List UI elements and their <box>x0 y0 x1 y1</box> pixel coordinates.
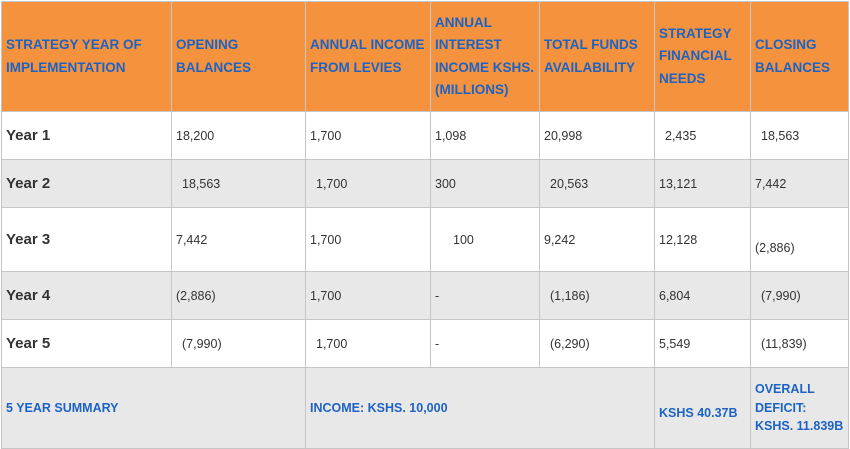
opening-balance-cell: (2,886) <box>171 271 306 320</box>
table-row: Year 1 18,200 1,700 1,098 20,998 2,435 1… <box>1 111 849 160</box>
table-row: Year 2 18,563 1,700 300 20,563 13,121 7,… <box>1 159 849 208</box>
table-row: Year 3 7,442 1,700 100 9,242 12,128 (2,8… <box>1 207 849 272</box>
summary-financial-needs: KSHS 40.37B <box>654 367 751 449</box>
header-annual-interest-income: ANNUAL INTEREST INCOME KSHS. (MILLIONS) <box>430 1 540 112</box>
table-row: Year 5 (7,990) 1,700 - (6,290) 5,549 (11… <box>1 319 849 368</box>
summary-overall-deficit: OVERALL DEFICIT: KSHS. 11.839B <box>750 367 849 449</box>
closing-balance-cell: (7,990) <box>750 271 849 320</box>
levies-income-cell: 1,700 <box>305 111 431 160</box>
total-funds-cell: (6,290) <box>539 319 655 368</box>
financial-needs-cell: 5,549 <box>654 319 751 368</box>
summary-income: INCOME: KSHS. 10,000 <box>305 367 655 449</box>
closing-balance-cell: (2,886) <box>750 207 849 272</box>
financial-needs-cell: 12,128 <box>654 207 751 272</box>
year-cell: Year 2 <box>1 159 172 208</box>
closing-balance-cell: (11,839) <box>750 319 849 368</box>
interest-income-cell: 1,098 <box>430 111 540 160</box>
financial-needs-cell: 2,435 <box>654 111 751 160</box>
levies-income-cell: 1,700 <box>305 271 431 320</box>
header-strategy-year: STRATEGY YEAR OF IMPLEMENTATION <box>1 1 172 112</box>
interest-income-cell: - <box>430 271 540 320</box>
interest-income-cell: 300 <box>430 159 540 208</box>
closing-balance-cell: 7,442 <box>750 159 849 208</box>
total-funds-cell: 20,563 <box>539 159 655 208</box>
opening-balance-cell: 7,442 <box>171 207 306 272</box>
header-total-funds-availability: TOTAL FUNDS AVAILABILITY <box>539 1 655 112</box>
financial-needs-cell: 13,121 <box>654 159 751 208</box>
header-opening-balances: OPENING BALANCES <box>171 1 306 112</box>
financial-needs-cell: 6,804 <box>654 271 751 320</box>
year-cell: Year 1 <box>1 111 172 160</box>
year-cell: Year 5 <box>1 319 172 368</box>
header-annual-income-levies: ANNUAL INCOME FROM LEVIES <box>305 1 431 112</box>
table-header-row: STRATEGY YEAR OF IMPLEMENTATION OPENING … <box>1 1 849 112</box>
header-closing-balances: CLOSING BALANCES <box>750 1 849 112</box>
levies-income-cell: 1,700 <box>305 319 431 368</box>
opening-balance-cell: 18,563 <box>171 159 306 208</box>
table-row: Year 4 (2,886) 1,700 - (1,186) 6,804 (7,… <box>1 271 849 320</box>
total-funds-cell: 9,242 <box>539 207 655 272</box>
summary-row: 5 YEAR SUMMARY INCOME: KSHS. 10,000 KSHS… <box>1 367 849 449</box>
closing-balance-cell: 18,563 <box>750 111 849 160</box>
interest-income-cell: - <box>430 319 540 368</box>
opening-balance-cell: (7,990) <box>171 319 306 368</box>
header-strategy-financial-needs: STRATEGY FINANCIAL NEEDS <box>654 1 751 112</box>
interest-income-cell: 100 <box>430 207 540 272</box>
year-cell: Year 4 <box>1 271 172 320</box>
levies-income-cell: 1,700 <box>305 207 431 272</box>
levies-income-cell: 1,700 <box>305 159 431 208</box>
opening-balance-cell: 18,200 <box>171 111 306 160</box>
year-cell: Year 3 <box>1 207 172 272</box>
total-funds-cell: (1,186) <box>539 271 655 320</box>
summary-label: 5 YEAR SUMMARY <box>1 367 306 449</box>
total-funds-cell: 20,998 <box>539 111 655 160</box>
